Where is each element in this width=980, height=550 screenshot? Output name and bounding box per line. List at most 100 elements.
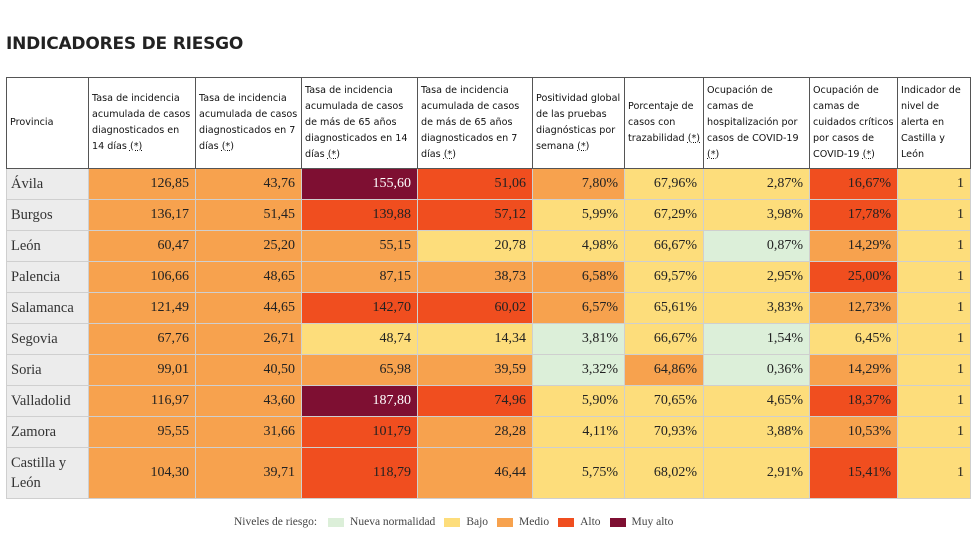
column-header: Indicador de nivel de alerta en Castilla… [897, 77, 971, 169]
value-cell: 25,00% [809, 261, 898, 293]
footnote-marker[interactable]: (*) [443, 149, 456, 160]
legend-item-label: Nueva normalidad [350, 516, 436, 528]
province-cell: Segovia [6, 323, 89, 355]
province-cell: Soria [6, 354, 89, 386]
value-cell: 116,97 [88, 385, 196, 417]
value-cell: 60,02 [417, 292, 533, 324]
value-cell: 1 [897, 385, 971, 417]
column-header-label: Tasa de incidencia acumulada de casos de… [421, 85, 520, 160]
value-cell: 142,70 [301, 292, 418, 324]
table-row: Soria 99,01 40,50 65,98 39,59 3,32% 64,86% 0,36… [6, 354, 971, 386]
value-cell: 74,96 [417, 385, 533, 417]
value-cell: 39,71 [195, 447, 302, 499]
value-cell: 1 [897, 447, 971, 499]
value-cell: 12,73% [809, 292, 898, 324]
footnote-marker[interactable]: (*) [221, 141, 234, 152]
value-cell: 1 [897, 261, 971, 293]
column-header: Tasa de incidencia acumulada de casos de… [301, 77, 418, 169]
table-row: Segovia 67,76 26,71 48,74 14,34 3,81% 66,67% 1,… [6, 323, 971, 355]
value-cell: 0,36% [703, 354, 810, 386]
value-cell: 3,83% [703, 292, 810, 324]
column-header: Positividad global de las pruebas diagnó… [532, 77, 625, 169]
value-cell: 10,53% [809, 416, 898, 448]
value-cell: 1 [897, 168, 971, 200]
footnote-marker[interactable]: (*) [577, 141, 590, 152]
column-header-label: Provincia [10, 117, 54, 128]
footnote-marker[interactable]: (*) [129, 141, 143, 152]
value-cell: 6,45% [809, 323, 898, 355]
province-cell: Zamora [6, 416, 89, 448]
value-cell: 17,78% [809, 199, 898, 231]
value-cell: 25,20 [195, 230, 302, 262]
table-row: Castilla y León 104,30 39,71 118,79 46,44 5,7… [6, 447, 971, 499]
value-cell: 67,29% [624, 199, 704, 231]
value-cell: 1 [897, 416, 971, 448]
value-cell: 65,98 [301, 354, 418, 386]
value-cell: 48,74 [301, 323, 418, 355]
footnote-marker[interactable]: (*) [707, 149, 720, 160]
column-header-label: Positividad global de las pruebas diagnó… [536, 93, 621, 152]
province-cell: León [6, 230, 89, 262]
value-cell: 67,96% [624, 168, 704, 200]
value-cell: 51,06 [417, 168, 533, 200]
value-cell: 5,75% [532, 447, 625, 499]
footnote-marker[interactable]: (*) [862, 149, 875, 160]
value-cell: 14,29% [809, 230, 898, 262]
table-row: Salamanca 121,49 44,65 142,70 60,02 6,57% 65,6… [6, 292, 971, 324]
column-header-label: Indicador de nivel de alerta en Castilla… [901, 85, 961, 160]
value-cell: 39,59 [417, 354, 533, 386]
value-cell: 51,45 [195, 199, 302, 231]
value-cell: 1 [897, 292, 971, 324]
value-cell: 31,66 [195, 416, 302, 448]
page-title: INDICADORES DE RIESGO [6, 34, 244, 54]
value-cell: 104,30 [88, 447, 196, 499]
value-cell: 55,15 [301, 230, 418, 262]
value-cell: 68,02% [624, 447, 704, 499]
value-cell: 66,67% [624, 323, 704, 355]
value-cell: 20,78 [417, 230, 533, 262]
value-cell: 67,76 [88, 323, 196, 355]
column-header: Tasa de incidencia acumulada de casos de… [417, 77, 533, 169]
value-cell: 18,37% [809, 385, 898, 417]
column-header: Tasa de incidencia acumulada de casos di… [88, 77, 196, 169]
value-cell: 2,87% [703, 168, 810, 200]
province-cell: Ávila [6, 168, 89, 200]
table-header-row: Provincia Tasa de incidencia acumulada de… [6, 77, 971, 169]
value-cell: 139,88 [301, 199, 418, 231]
column-header: Ocupación de camas de hospitalización po… [703, 77, 810, 169]
value-cell: 43,60 [195, 385, 302, 417]
value-cell: 48,65 [195, 261, 302, 293]
value-cell: 118,79 [301, 447, 418, 499]
value-cell: 3,32% [532, 354, 625, 386]
legend-item-label: Muy alto [631, 516, 674, 528]
value-cell: 65,61% [624, 292, 704, 324]
column-header-label: Ocupación de camas de hospitalización po… [707, 85, 799, 144]
value-cell: 38,73 [417, 261, 533, 293]
value-cell: 26,71 [195, 323, 302, 355]
footnote-marker[interactable]: (*) [687, 133, 700, 144]
value-cell: 106,66 [88, 261, 196, 293]
value-cell: 101,79 [301, 416, 418, 448]
column-header: Tasa de incidencia acumulada de casos di… [195, 77, 302, 169]
value-cell: 99,01 [88, 354, 196, 386]
value-cell: 70,65% [624, 385, 704, 417]
legend-swatch [558, 517, 575, 527]
value-cell: 6,57% [532, 292, 625, 324]
value-cell: 136,17 [88, 199, 196, 231]
table-row: Zamora 95,55 31,66 101,79 28,28 4,11% 70,93% 3,… [6, 416, 971, 448]
column-header-label: Tasa de incidencia acumulada de casos de… [305, 85, 408, 160]
value-cell: 1 [897, 199, 971, 231]
province-cell: Salamanca [6, 292, 89, 324]
footnote-marker[interactable]: (*) [327, 149, 340, 160]
province-cell: Burgos [6, 199, 89, 231]
legend-label: Niveles de riesgo: [234, 516, 318, 528]
value-cell: 121,49 [88, 292, 196, 324]
legend-item-label: Medio [519, 516, 550, 528]
value-cell: 14,34 [417, 323, 533, 355]
column-header-label: Tasa de incidencia acumulada de casos di… [199, 93, 298, 152]
legend-swatch [444, 517, 461, 527]
value-cell: 4,65% [703, 385, 810, 417]
value-cell: 43,76 [195, 168, 302, 200]
legend-swatch [328, 517, 345, 527]
